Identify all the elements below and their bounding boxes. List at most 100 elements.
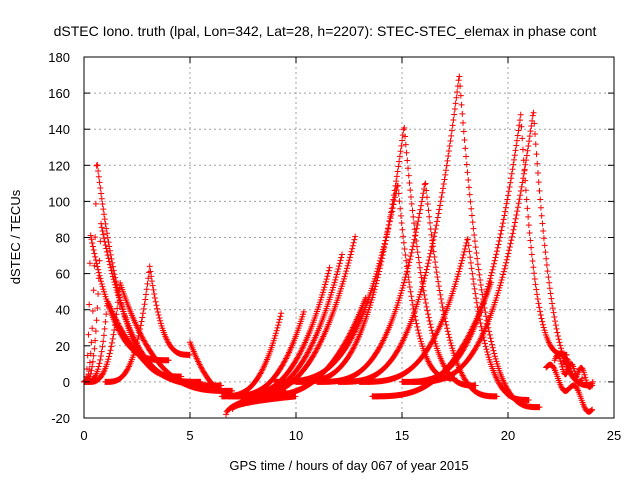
data-point [459,347,466,354]
data-point [524,147,531,154]
data-point [92,200,99,207]
data-point [540,235,547,242]
data-point [435,210,442,217]
data-point [491,260,498,267]
data-point [489,344,496,351]
data-point [423,187,430,194]
data-point [488,272,495,279]
data-point [112,284,119,291]
data-point [442,167,449,174]
data-point [372,283,379,290]
data-point [108,267,115,274]
data-point [434,214,441,221]
data-point [530,264,537,271]
data-point [494,244,501,251]
data-point [495,379,502,386]
data-point [105,356,112,363]
data-point [103,225,110,232]
data-point [92,253,99,260]
data-point [350,345,357,352]
data-point [487,275,494,282]
data-point [442,171,449,178]
data-point [422,180,429,187]
data-point [439,189,446,196]
data-point [352,233,359,240]
data-point [505,188,512,195]
data-point [488,338,495,345]
data-point [104,358,111,365]
data-point [93,317,100,324]
data-point [91,250,98,257]
data-point [427,250,434,257]
data-point [549,305,556,312]
data-point [507,240,514,247]
data-point [423,266,430,273]
data-point [86,359,93,366]
data-point [446,143,453,150]
data-point [347,336,354,343]
data-point [425,257,432,264]
data-point [512,215,519,222]
data-point [94,162,101,169]
y-tick-label: -20 [51,411,70,426]
data-point [553,325,560,332]
data-point [512,147,519,154]
data-point [100,231,107,238]
data-point [424,307,431,314]
data-point [492,355,499,362]
data-point [554,329,561,336]
data-point [461,248,468,255]
data-point [576,380,583,387]
data-point [427,340,434,347]
data-point [546,341,553,348]
data-point [467,254,474,261]
data-point [451,105,458,112]
data-point [555,336,562,343]
data-point [399,339,406,346]
data-point [342,270,349,277]
data-point [444,325,451,332]
data-point [131,347,138,354]
grid [84,57,614,418]
data-point [510,226,517,233]
data-point [399,226,406,233]
data-point [294,354,301,361]
data-point [432,259,439,266]
data-point [433,269,440,276]
data-point [408,194,415,201]
data-point [404,157,411,164]
data-point [523,152,530,159]
data-point [94,304,101,311]
data-point [461,344,468,351]
data-point [140,337,147,344]
data-point [443,162,450,169]
data-point [292,358,299,365]
data-point [531,120,538,127]
data-point [148,273,155,280]
data-point [475,339,482,346]
data-point [133,342,140,349]
data-series-arc [399,111,570,385]
data-point [514,132,521,139]
data-point [381,244,388,251]
data-point [305,348,312,355]
data-point [149,282,156,289]
data-point [421,275,428,282]
data-point [332,276,339,283]
data-point [431,334,438,341]
data-point [418,202,425,209]
data-point [197,362,204,369]
data-point [500,271,507,278]
data-point [415,214,422,221]
data-point [275,319,282,326]
data-point [426,219,433,226]
data-point [440,185,447,192]
data-point [506,243,513,250]
data-point [529,112,536,119]
data-point [461,137,468,144]
data-point [499,220,506,227]
data-point [155,312,162,319]
data-point [445,331,452,338]
x-tick-label: 0 [80,428,87,443]
data-point [526,229,533,236]
